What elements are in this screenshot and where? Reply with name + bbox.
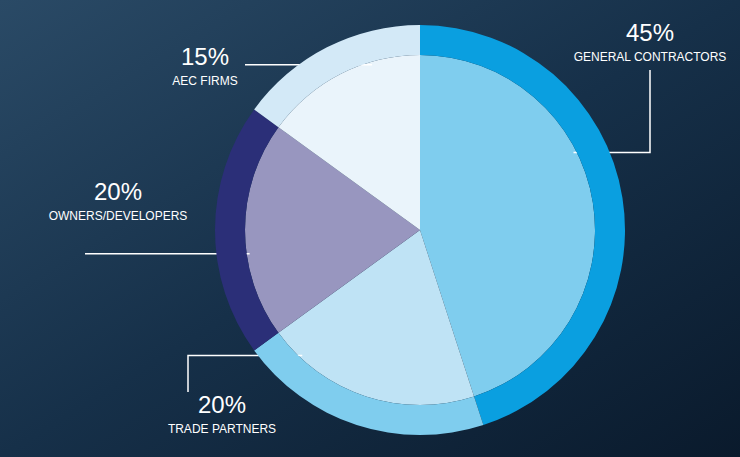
svg-text:AEC FIRMS: AEC FIRMS [172, 74, 237, 88]
svg-text:20%: 20% [198, 391, 246, 418]
svg-text:GENERAL CONTRACTORS: GENERAL CONTRACTORS [574, 50, 727, 64]
svg-text:45%: 45% [626, 19, 674, 46]
svg-text:TRADE PARTNERS: TRADE PARTNERS [168, 422, 276, 436]
svg-text:15%: 15% [181, 43, 229, 70]
svg-text:20%: 20% [94, 178, 142, 205]
svg-text:OWNERS/DEVELOPERS: OWNERS/DEVELOPERS [49, 209, 188, 223]
